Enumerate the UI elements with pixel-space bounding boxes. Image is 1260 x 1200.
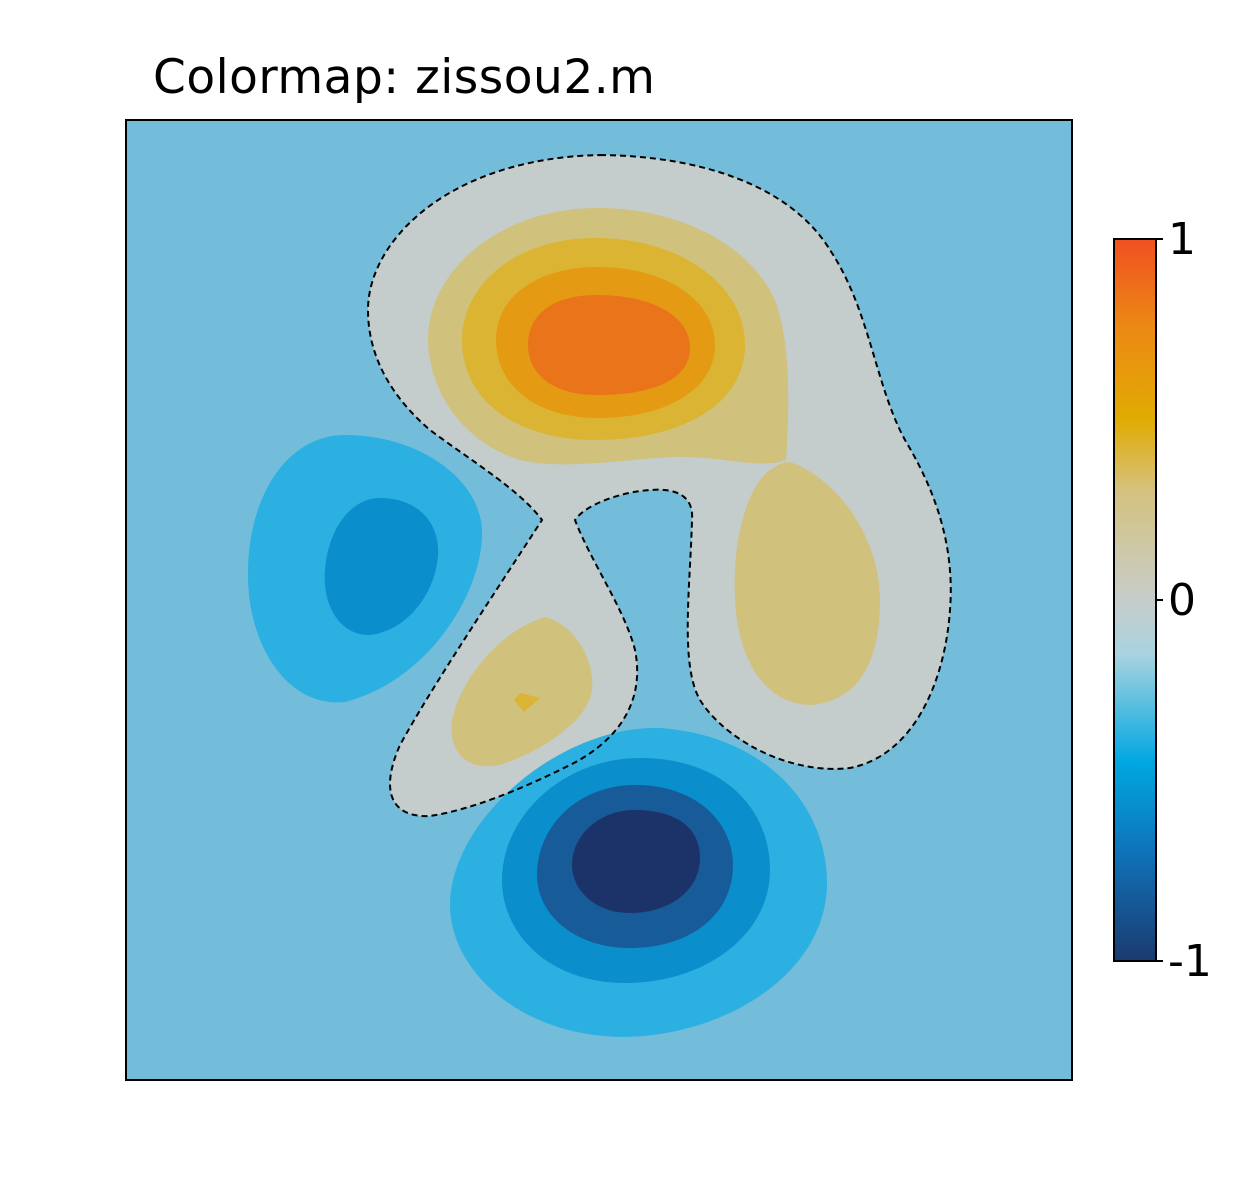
plot-frame xyxy=(125,119,1073,1081)
right-lobe-level-1 xyxy=(734,462,880,705)
colorbar-tick-label: 1 xyxy=(1168,214,1196,265)
plot-area xyxy=(126,120,1072,1080)
colorbar-bar xyxy=(1113,238,1157,962)
colorbar-ticks: 1 0 -1 xyxy=(1156,214,1212,987)
chart-title: Colormap: zissou2.m xyxy=(153,50,656,105)
upper-peak-level-4 xyxy=(528,295,690,395)
lower-left-lobe-level-2 xyxy=(514,693,540,712)
zero-contour-outer xyxy=(366,153,952,818)
colorbar-tick-label: 0 xyxy=(1168,575,1196,626)
lower-left-lobe-level-1 xyxy=(451,617,593,767)
colorbar-tick-label: -1 xyxy=(1168,936,1212,987)
bottom-trough-level-4 xyxy=(572,809,700,913)
left-trough-level-2 xyxy=(324,498,439,636)
colorbar: 1 0 -1 xyxy=(1113,214,1212,987)
